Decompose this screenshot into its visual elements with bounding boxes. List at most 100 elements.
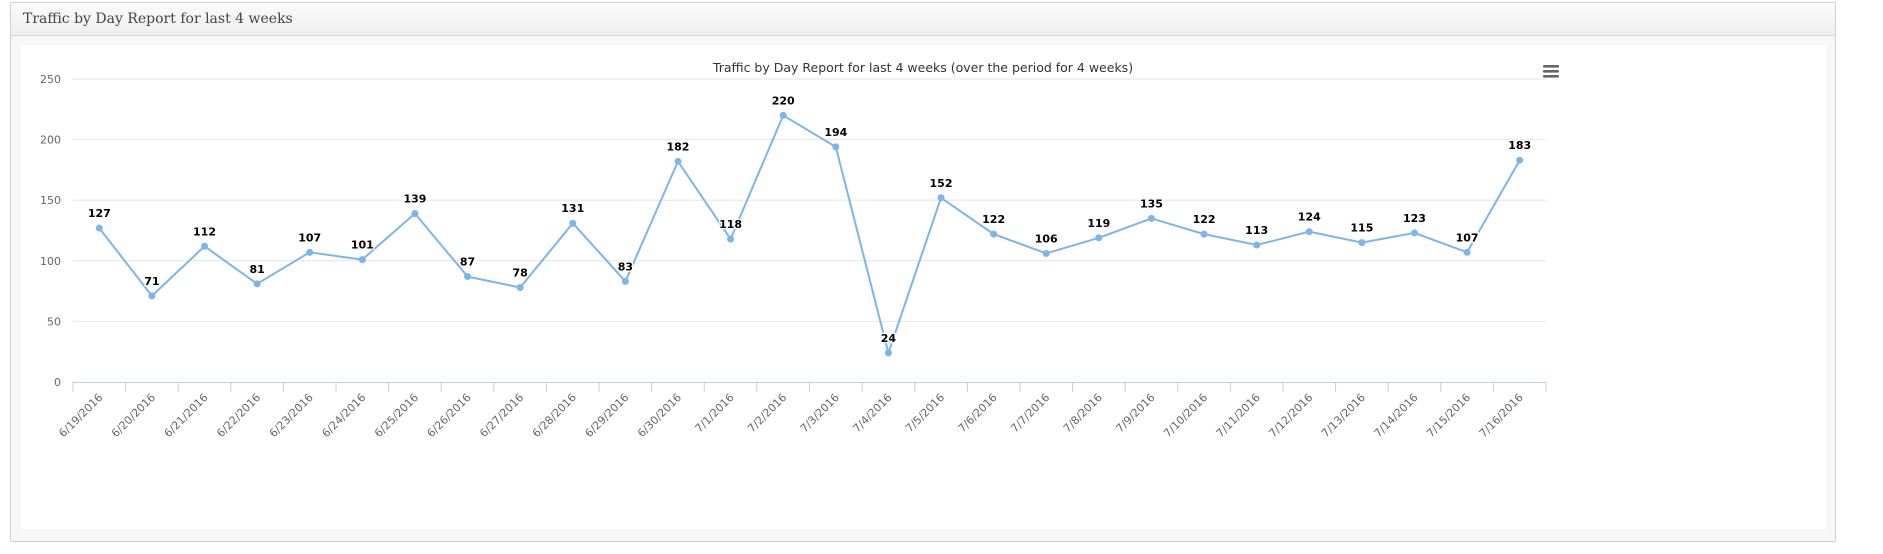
data-point[interactable]	[1200, 230, 1208, 238]
data-label: 83	[618, 260, 633, 273]
x-tick-label: 7/16/2016	[1477, 391, 1526, 440]
data-point[interactable]	[253, 280, 261, 288]
x-tick-label: 7/6/2016	[956, 391, 1000, 435]
y-tick-label: 50	[47, 315, 61, 328]
data-label: 107	[1456, 231, 1479, 244]
data-point[interactable]	[779, 111, 787, 119]
y-tick-label: 250	[40, 73, 61, 86]
x-tick-label: 6/19/2016	[56, 391, 105, 440]
y-tick-label: 200	[40, 134, 61, 147]
x-tick-label: 7/8/2016	[1061, 391, 1105, 435]
data-labels: 127 71 112 81 107 101 139 87 78 131 83 182 118 220 194…	[87, 93, 1533, 346]
data-label: 139	[403, 193, 426, 206]
y-tick-label: 150	[40, 194, 61, 207]
data-label: 124	[1298, 211, 1321, 224]
x-tick-label: 6/29/2016	[582, 391, 631, 440]
data-label: 78	[513, 266, 528, 279]
data-point[interactable]	[990, 230, 998, 238]
data-point[interactable]	[1463, 248, 1471, 256]
x-tick-label: 6/26/2016	[425, 391, 474, 440]
data-point[interactable]	[516, 283, 524, 291]
data-label: 119	[1087, 217, 1110, 230]
data-point[interactable]	[201, 242, 209, 250]
x-axis: 6/19/2016 6/20/2016 6/21/2016 6/22/2016 6/23…	[56, 382, 1547, 440]
chart-container: Traffic by Day Report for last 4 weeks (…	[21, 45, 1826, 529]
data-label: 127	[88, 207, 111, 220]
data-label: 107	[298, 231, 321, 244]
x-tick-label: 6/30/2016	[635, 391, 684, 440]
data-point[interactable]	[1516, 156, 1524, 164]
data-label: 101	[351, 239, 374, 252]
x-tick-label: 7/1/2016	[693, 391, 737, 435]
y-tick-label: 100	[40, 255, 61, 268]
data-point[interactable]	[1042, 250, 1050, 258]
data-point[interactable]	[1147, 214, 1155, 222]
data-label: 122	[1193, 213, 1216, 226]
hamburger-menu-icon[interactable]	[1541, 61, 1561, 81]
data-label: 135	[1140, 197, 1163, 210]
data-point[interactable]	[95, 224, 103, 232]
x-tick-label: 7/7/2016	[1008, 391, 1052, 435]
data-label: 71	[144, 275, 159, 288]
data-label: 182	[666, 140, 689, 153]
data-label: 131	[561, 202, 584, 215]
data-label: 194	[824, 126, 847, 139]
data-point[interactable]	[1358, 239, 1366, 247]
data-label: 81	[249, 263, 264, 276]
x-tick-label: 7/12/2016	[1266, 391, 1315, 440]
grid-lines	[73, 78, 1546, 322]
data-point[interactable]	[1305, 228, 1313, 236]
x-tick-label: 7/10/2016	[1161, 391, 1210, 440]
x-tick-label: 6/23/2016	[267, 391, 316, 440]
data-label: 115	[1350, 222, 1373, 235]
data-label: 122	[982, 213, 1005, 226]
panel-title: Traffic by Day Report for last 4 weeks	[11, 3, 1835, 36]
x-tick-label: 7/4/2016	[850, 391, 894, 435]
x-tick-label: 6/25/2016	[372, 391, 421, 440]
data-point[interactable]	[884, 349, 892, 357]
data-point[interactable]	[1095, 234, 1103, 242]
data-label: 118	[719, 218, 742, 231]
data-point[interactable]	[937, 194, 945, 202]
x-tick-label: 7/5/2016	[903, 391, 947, 435]
data-label: 113	[1245, 224, 1268, 237]
data-label: 106	[1035, 233, 1058, 246]
data-label: 123	[1403, 212, 1426, 225]
data-label: 152	[930, 177, 953, 190]
chart-title: Traffic by Day Report for last 4 weeks (…	[712, 60, 1133, 75]
data-point[interactable]	[727, 235, 735, 243]
x-tick-label: 7/14/2016	[1372, 391, 1421, 440]
x-tick-label: 7/15/2016	[1424, 391, 1473, 440]
data-point[interactable]	[1253, 241, 1261, 249]
data-label: 183	[1508, 139, 1531, 152]
x-tick-label: 7/2/2016	[745, 391, 789, 435]
series-line	[98, 113, 1521, 357]
traffic-line-chart: Traffic by Day Report for last 4 weeks (…	[40, 60, 1561, 440]
x-tick-label: 6/21/2016	[162, 391, 211, 440]
report-panel: Traffic by Day Report for last 4 weeks T…	[10, 2, 1836, 542]
x-tick-label: 7/9/2016	[1113, 391, 1157, 435]
x-tick-label: 6/27/2016	[477, 391, 526, 440]
data-point[interactable]	[569, 219, 577, 227]
data-point[interactable]	[411, 210, 419, 218]
x-tick-label: 6/24/2016	[319, 391, 368, 440]
data-label: 24	[881, 332, 897, 345]
x-tick-label: 6/20/2016	[109, 391, 158, 440]
data-label: 112	[193, 225, 216, 238]
data-point[interactable]	[621, 277, 629, 285]
y-tick-label: 0	[54, 376, 61, 389]
x-tick-label: 7/13/2016	[1319, 391, 1368, 440]
data-point[interactable]	[1410, 229, 1418, 237]
x-tick-label: 6/22/2016	[214, 391, 263, 440]
data-point[interactable]	[358, 256, 366, 264]
x-tick-label: 6/28/2016	[530, 391, 579, 440]
data-point[interactable]	[832, 143, 840, 151]
x-tick-label: 7/3/2016	[798, 391, 842, 435]
data-label: 87	[460, 256, 475, 269]
data-point[interactable]	[674, 157, 682, 165]
data-point[interactable]	[464, 273, 472, 281]
data-point[interactable]	[148, 292, 156, 300]
data-label: 220	[772, 94, 795, 107]
data-point[interactable]	[306, 248, 314, 256]
x-tick-label: 7/11/2016	[1214, 391, 1263, 440]
